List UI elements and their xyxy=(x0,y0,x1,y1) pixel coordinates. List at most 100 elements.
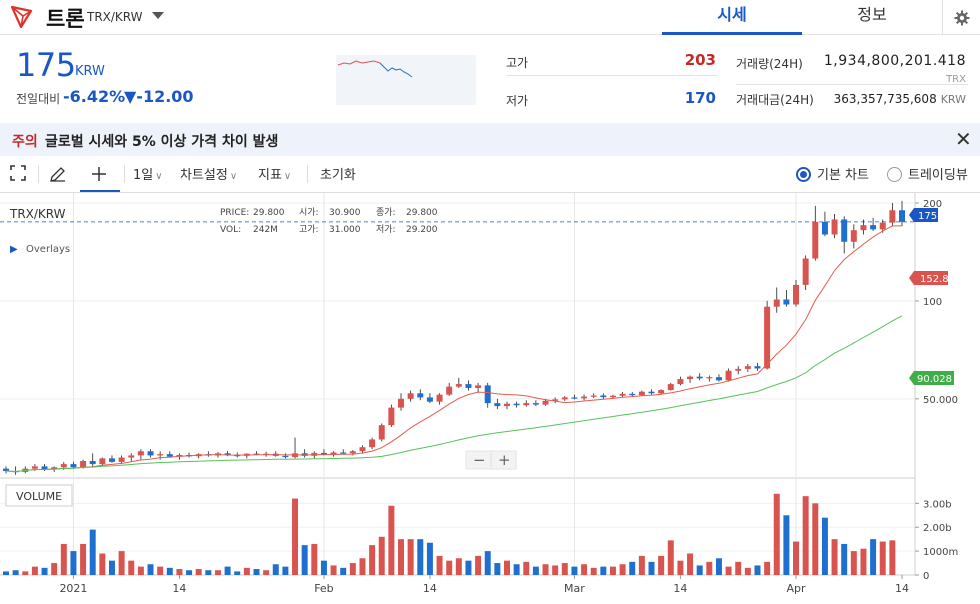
candle-body xyxy=(292,453,299,458)
indicators-menu[interactable]: 지표 ∨ xyxy=(258,164,291,183)
candle-body xyxy=(99,458,106,465)
price-chart[interactable]: TRX/KRW ▶ Overlays PRICE: 29.800 시가: 30.… xyxy=(0,193,980,604)
info-vol-value: 242M xyxy=(253,225,278,235)
fullscreen-icon[interactable] xyxy=(10,165,26,185)
volume-bar xyxy=(831,539,838,575)
candle-body xyxy=(369,439,376,448)
trade-amount-24h-value: 363,357,735,608 KRW xyxy=(834,92,966,106)
candle-body xyxy=(735,368,742,371)
candle-body xyxy=(687,376,694,380)
ma-short-line xyxy=(5,225,902,473)
candle-body xyxy=(793,284,800,305)
volume-bar xyxy=(744,567,751,575)
moving-averages xyxy=(5,225,903,473)
ma-long-tag: 90.028 xyxy=(909,371,954,385)
volume-panel-label: VOLUME xyxy=(16,490,62,503)
tab-info[interactable]: 정보 xyxy=(857,5,887,24)
candle-body xyxy=(407,393,414,399)
candle-body xyxy=(725,370,732,381)
candle-body xyxy=(619,393,626,396)
volume-bar xyxy=(812,503,819,575)
volume-bar xyxy=(629,561,636,575)
reset-button[interactable]: 초기화 xyxy=(320,168,356,183)
candle-body xyxy=(446,386,453,395)
candle-body xyxy=(561,397,568,400)
chart-settings-menu[interactable]: 차트설정 ∨ xyxy=(180,164,237,183)
info-low-value: 29.200 xyxy=(406,225,438,235)
candle-body xyxy=(436,394,443,402)
candle-body xyxy=(137,451,144,456)
candle-body xyxy=(320,452,327,455)
volume-bar xyxy=(70,551,77,575)
volume-bar xyxy=(359,558,366,575)
price-gap-warning: 주의 글로벌 시세와 5% 이상 가격 차이 발생 ✕ xyxy=(0,123,980,156)
volume-bar xyxy=(176,569,183,575)
chart-grid xyxy=(0,193,919,579)
volume-bar xyxy=(475,555,482,575)
gear-icon xyxy=(954,10,969,25)
coin-dropdown-caret-icon[interactable] xyxy=(152,12,164,19)
volume-tick-label: 1000m xyxy=(923,547,958,558)
volume-bar xyxy=(793,541,800,575)
candle-body xyxy=(850,230,857,242)
radio-basic-chart-label[interactable]: 기본 차트 xyxy=(817,168,869,183)
volume-bar xyxy=(398,539,404,575)
overlays-toggle-icon[interactable]: ▶ xyxy=(10,244,18,255)
candle-body xyxy=(812,221,819,259)
info-vol-label: VOL: xyxy=(220,225,241,235)
zoom-out-icon[interactable]: − xyxy=(473,451,486,469)
radio-tradingview[interactable] xyxy=(887,167,902,182)
candle-body xyxy=(282,455,289,458)
toolbar-divider xyxy=(38,165,39,183)
candle-body xyxy=(581,396,588,399)
volume-bar xyxy=(378,536,385,575)
volume-bar xyxy=(783,515,790,575)
volume-bar xyxy=(658,555,665,575)
volume-bar xyxy=(128,560,135,575)
info-price-value: 29.800 xyxy=(253,208,285,218)
volume-bar xyxy=(436,555,443,575)
info-open-value: 30.900 xyxy=(329,208,361,218)
interval-select[interactable]: 1일 ∨ xyxy=(133,164,163,183)
chevron-down-icon: ∨ xyxy=(155,171,163,182)
volume-bar xyxy=(446,560,453,575)
tab-price[interactable]: 시세 xyxy=(662,0,802,35)
close-warning-icon[interactable]: ✕ xyxy=(955,127,972,151)
volume-bar xyxy=(821,517,828,575)
zoom-in-icon[interactable]: + xyxy=(498,451,511,469)
overlays-label[interactable]: Overlays xyxy=(26,244,70,255)
candle-body xyxy=(638,391,645,396)
candle-body xyxy=(870,225,877,230)
volume-bar xyxy=(581,564,588,575)
radio-tradingview-label[interactable]: 트레이딩뷰 xyxy=(908,168,968,183)
volume-bar xyxy=(600,566,607,575)
coin-symbol: TRX/KRW xyxy=(87,10,143,24)
low-label: 저가 xyxy=(506,94,529,108)
candle-body xyxy=(831,219,838,235)
candle-body xyxy=(677,379,684,385)
radio-basic-chart[interactable] xyxy=(796,167,811,182)
volume-bar xyxy=(89,529,96,575)
candle-body xyxy=(552,399,559,401)
candle-body xyxy=(80,461,87,468)
volume-bar xyxy=(330,565,337,575)
candle-body xyxy=(89,461,96,465)
coin-name: 트론 xyxy=(46,7,85,31)
volume-bar xyxy=(715,558,722,575)
volume-tick-label: 3.00b xyxy=(923,499,952,510)
crosshair-button[interactable] xyxy=(80,156,120,192)
draw-pencil-icon[interactable] xyxy=(49,165,67,187)
volume-bar xyxy=(349,563,356,575)
chevron-down-icon: ∨ xyxy=(283,171,292,182)
candle-body xyxy=(128,455,135,458)
volume-bar xyxy=(552,565,559,575)
volume-bar xyxy=(542,564,549,575)
tron-logo-icon xyxy=(10,5,33,29)
volume-bar xyxy=(696,565,703,575)
settings-button[interactable] xyxy=(942,0,980,35)
x-tick-label: Feb xyxy=(314,582,333,595)
change-label: 전일대비 xyxy=(16,92,61,106)
volume-bar xyxy=(879,541,886,575)
candle-body xyxy=(3,468,9,471)
candle-body xyxy=(802,258,809,285)
